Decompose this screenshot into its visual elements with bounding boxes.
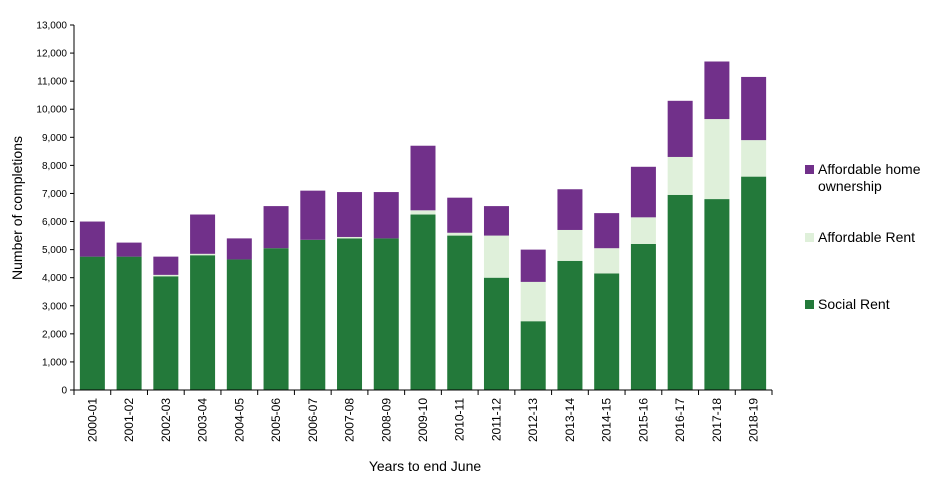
bar-segment-affordable-home-ownership xyxy=(226,238,252,260)
y-axis-title: Number of completions xyxy=(9,136,25,280)
bar-segment-social-rent xyxy=(263,248,289,390)
y-tick-label: 1,000 xyxy=(42,357,67,368)
y-tick-label: 5,000 xyxy=(42,245,67,256)
bar-segment-affordable-home-ownership xyxy=(520,249,546,282)
x-tick-label: 2017-18 xyxy=(710,398,724,442)
bar-segment-social-rent xyxy=(483,277,509,390)
bar-segment-affordable-home-ownership xyxy=(557,189,583,230)
x-axis: 2000-01 2001-02 2002-03 2003-04 2004-05 2005-… xyxy=(73,389,773,442)
x-tick-label: 2013-14 xyxy=(563,398,577,442)
x-tick-label: 2001-02 xyxy=(122,398,136,442)
y-tick-label: 7,000 xyxy=(42,189,67,200)
bar-segment-social-rent xyxy=(447,235,473,390)
bar-segment-affordable-rent xyxy=(483,235,509,278)
bar-segment-affordable-home-ownership xyxy=(410,145,436,211)
bar-segment-affordable-rent xyxy=(337,236,363,239)
bar-segment-affordable-home-ownership xyxy=(79,221,105,257)
bar-segment-affordable-rent xyxy=(557,229,583,261)
y-tick-label: 4,000 xyxy=(42,273,67,284)
bar-segment-affordable-home-ownership xyxy=(373,192,399,239)
legend-label: Affordable home ownership xyxy=(818,161,921,194)
bar-segment-social-rent xyxy=(153,276,179,390)
y-tick-label: 10,000 xyxy=(36,105,67,116)
bar-segment-affordable-rent xyxy=(594,248,620,274)
bar-segment-affordable-rent xyxy=(630,217,656,244)
bar-segment-affordable-home-ownership xyxy=(337,192,363,237)
x-tick-label: 2000-01 xyxy=(85,398,99,442)
bar-segment-social-rent xyxy=(337,238,363,390)
x-tick-label: 2007-08 xyxy=(343,398,357,442)
y-tick-label: 11,000 xyxy=(37,77,67,88)
bar-segment-social-rent xyxy=(410,214,436,390)
x-axis-title: Years to end June xyxy=(369,458,482,474)
plot-area xyxy=(79,61,767,390)
x-tick-label: 2008-09 xyxy=(379,398,393,442)
bar-segment-social-rent xyxy=(630,244,656,390)
bar-segment-affordable-home-ownership xyxy=(116,242,142,257)
bar-segment-affordable-rent xyxy=(190,253,216,256)
bar-segment-affordable-home-ownership xyxy=(300,190,326,240)
x-tick-label: 2016-17 xyxy=(673,398,687,442)
bar-segment-affordable-rent xyxy=(520,281,546,322)
bar-segment-affordable-rent xyxy=(447,232,473,236)
bar-segment-social-rent xyxy=(557,260,583,390)
y-tick-label: 8,000 xyxy=(42,161,67,172)
y-axis: 0 1,000 2,000 3,000 4,000 5,000 6,000 7,000 8,00… xyxy=(36,21,75,397)
y-tick-label: 3,000 xyxy=(42,301,67,312)
x-tick-label: 2006-07 xyxy=(306,398,320,442)
bar-segment-social-rent xyxy=(226,259,252,390)
bar-segment-affordable-home-ownership xyxy=(153,256,179,275)
bar-segment-affordable-home-ownership xyxy=(263,206,289,249)
x-tick-label: 2002-03 xyxy=(159,398,173,442)
x-tick-label: 2015-16 xyxy=(636,398,650,442)
bar-segment-affordable-rent xyxy=(704,119,730,200)
bar-segment-affordable-home-ownership xyxy=(704,61,730,120)
bar-segment-social-rent xyxy=(79,256,105,390)
x-tick-label: 2003-04 xyxy=(196,398,210,442)
bar-segment-affordable-rent xyxy=(410,210,436,215)
legend: Affordable home ownership Affordable Rent S… xyxy=(805,161,921,312)
x-tick-label: 2018-19 xyxy=(747,398,761,442)
x-tick-label: 2011-12 xyxy=(489,398,503,441)
x-tick-label: 2014-15 xyxy=(600,398,614,442)
bar-segment-affordable-rent xyxy=(667,156,693,195)
bar-segment-affordable-home-ownership xyxy=(190,214,216,254)
bar-segment-affordable-home-ownership xyxy=(667,100,693,157)
bar-segment-affordable-home-ownership xyxy=(741,76,767,141)
bar-segment-affordable-rent xyxy=(153,274,179,277)
y-tick-label: 12,000 xyxy=(36,49,67,60)
bar-segment-affordable-home-ownership xyxy=(594,213,620,249)
y-tick-label: 13,000 xyxy=(36,21,67,32)
bar-segment-social-rent xyxy=(704,199,730,390)
bar-segment-affordable-home-ownership xyxy=(630,166,656,218)
bar-segment-social-rent xyxy=(190,255,216,390)
bar-segment-social-rent xyxy=(741,176,767,390)
bar-segment-affordable-home-ownership xyxy=(483,206,509,236)
bar-segment-social-rent xyxy=(373,238,399,390)
bar-segment-social-rent xyxy=(300,239,326,390)
bar-segment-social-rent xyxy=(520,321,546,390)
legend-swatch xyxy=(805,233,814,242)
x-tick-label: 2005-06 xyxy=(269,398,283,442)
bar-segment-social-rent xyxy=(594,273,620,390)
x-tick-label: 2012-13 xyxy=(526,398,540,442)
y-tick-label: 2,000 xyxy=(42,329,67,340)
bar-segment-social-rent xyxy=(667,194,693,390)
y-tick-label: 0 xyxy=(61,386,67,397)
legend-label: Affordable Rent xyxy=(818,229,915,245)
bar-segment-affordable-home-ownership xyxy=(447,197,473,233)
y-tick-label: 9,000 xyxy=(42,133,67,144)
bar-segment-social-rent xyxy=(116,256,142,390)
legend-label: Social Rent xyxy=(818,296,890,312)
x-tick-label: 2009-10 xyxy=(416,398,430,442)
bar-segment-affordable-rent xyxy=(741,140,767,177)
x-tick-label: 2010-11 xyxy=(453,398,467,441)
x-tick-label: 2004-05 xyxy=(232,398,246,442)
legend-swatch xyxy=(805,165,814,174)
y-tick-label: 6,000 xyxy=(42,217,67,228)
legend-swatch xyxy=(805,300,814,309)
